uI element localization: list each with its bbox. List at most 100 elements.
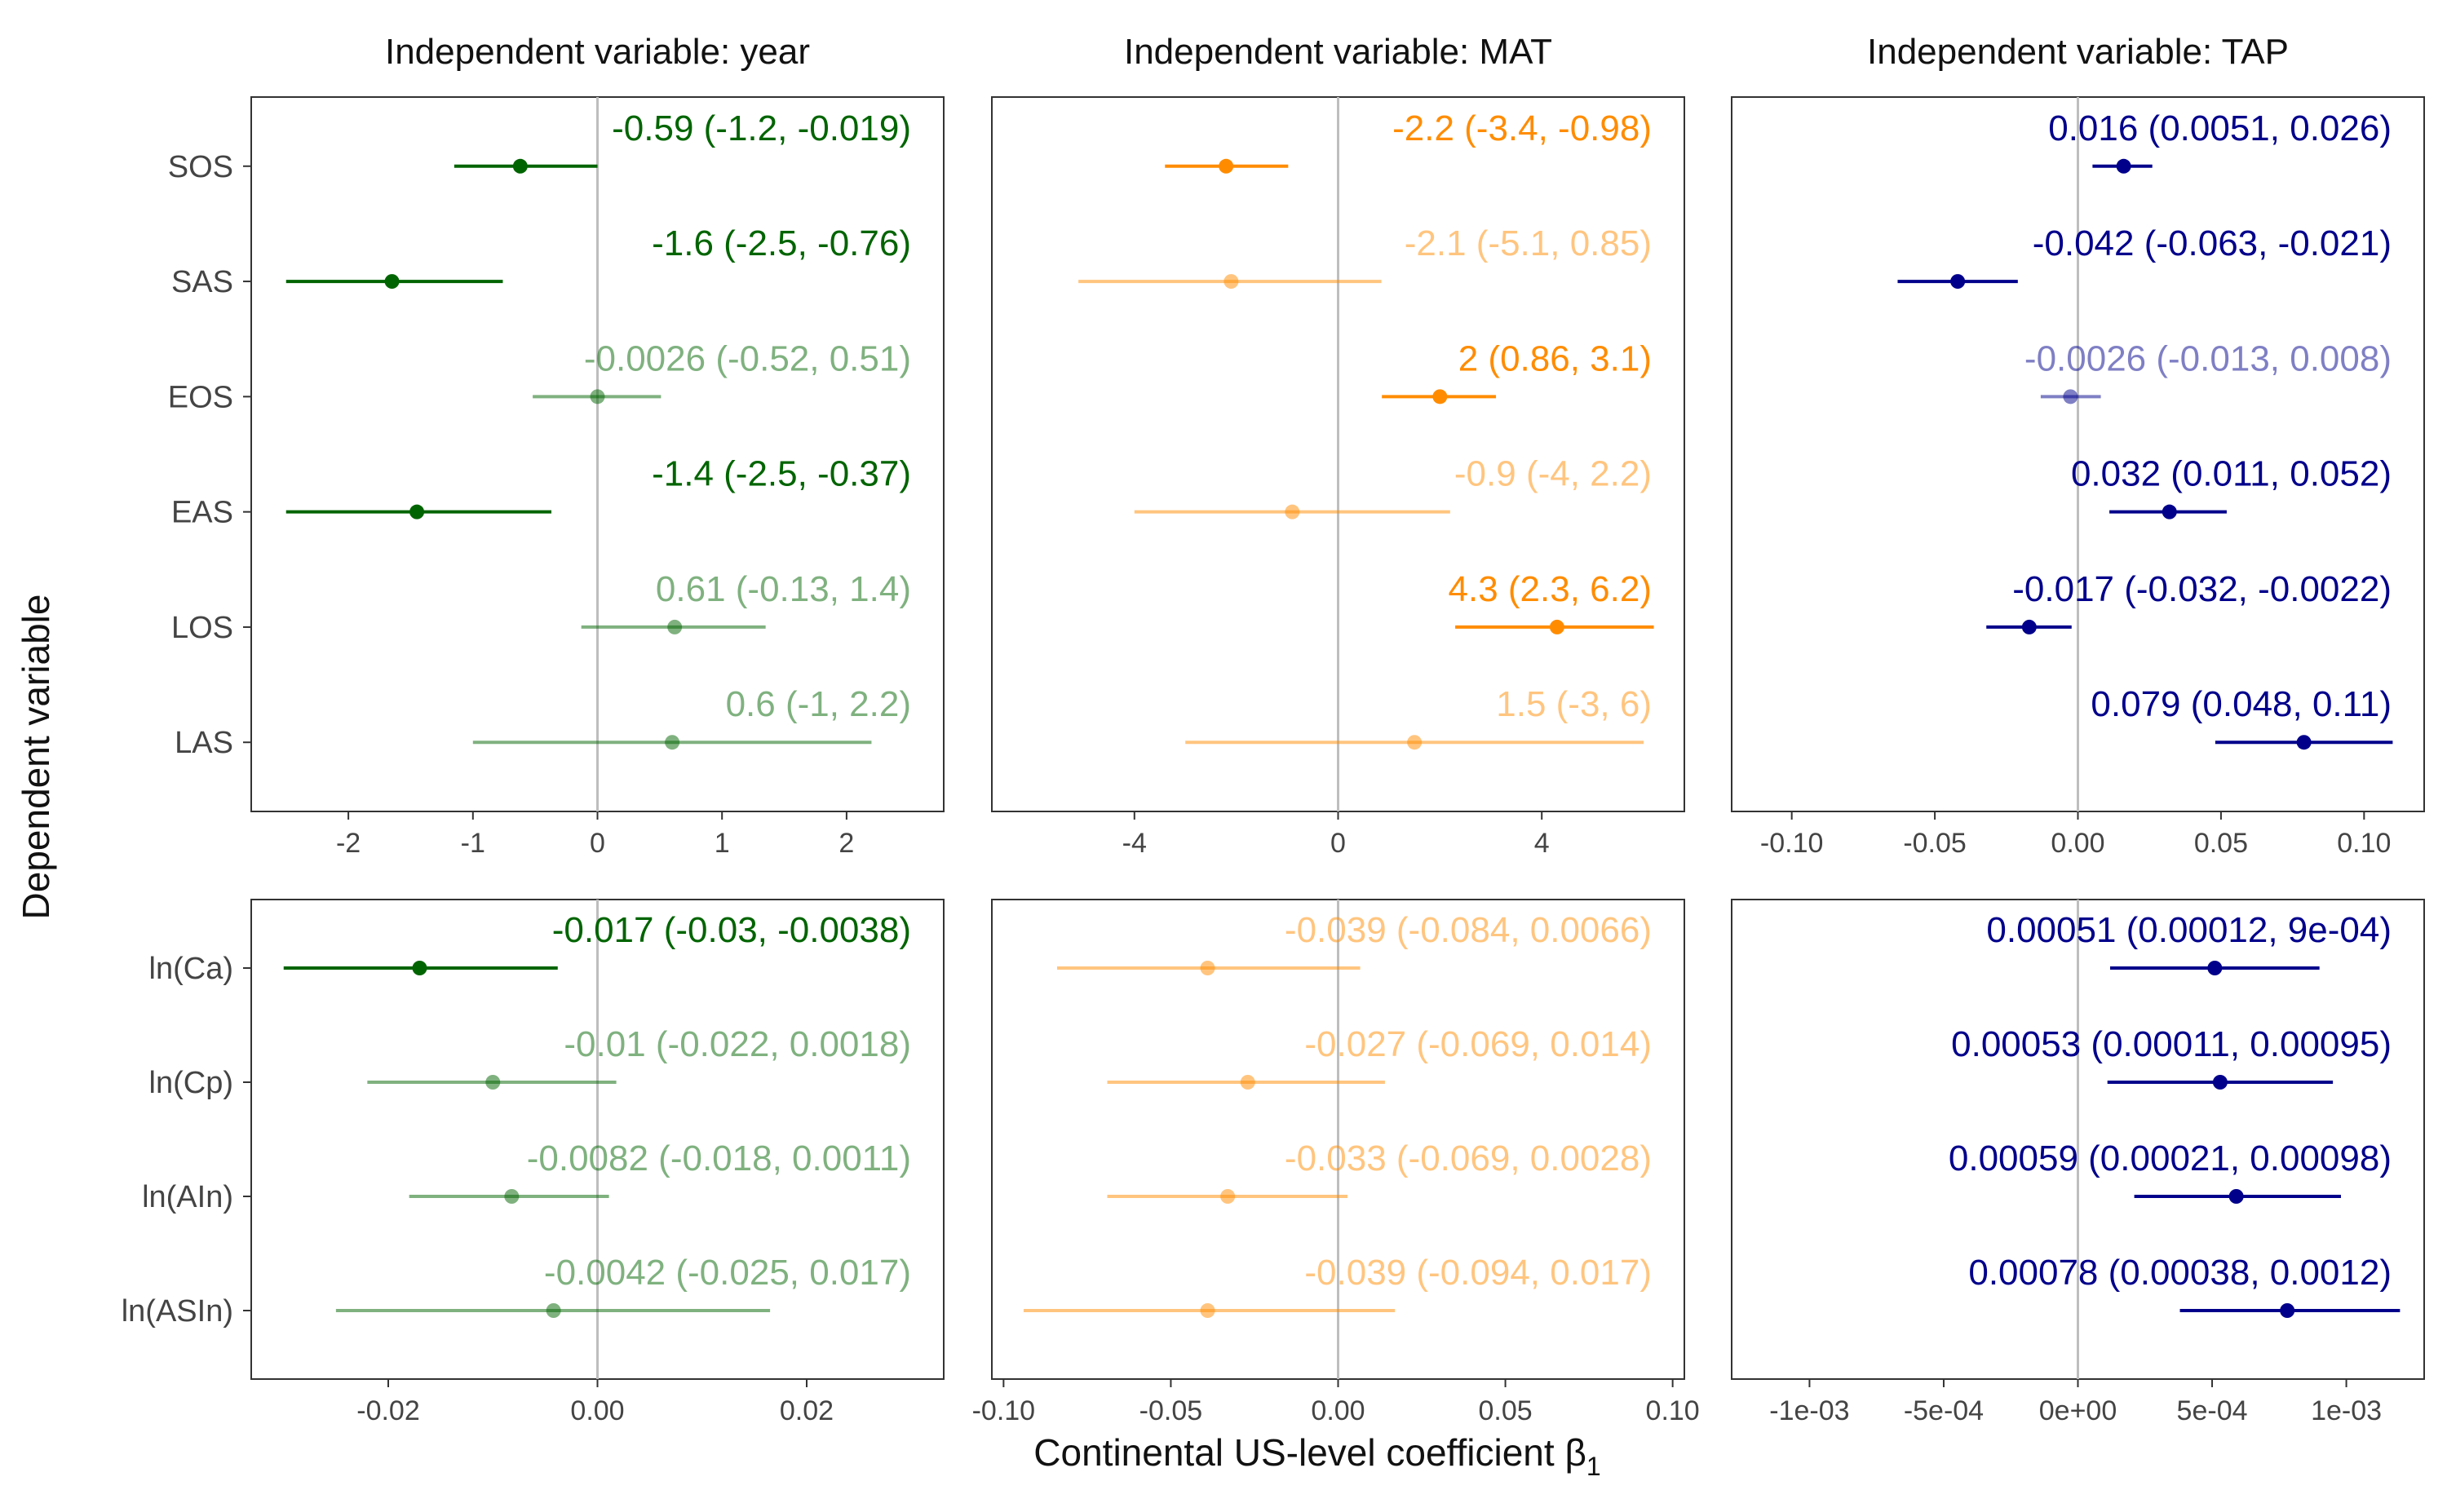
estimate-label: 1.5 (-3, 6) [1496,684,1652,724]
x-tick-label: 0 [590,828,605,859]
panel-title: Independent variable: MAT [1124,32,1552,72]
estimate-point [665,735,680,750]
estimate-label: 0.016 (0.0051, 0.026) [2048,108,2392,148]
estimate-label: -2.2 (-3.4, -0.98) [1392,108,1652,148]
estimate-point [1220,1189,1236,1204]
estimate-point [2021,619,2037,634]
x-tick-label: -1e-03 [1769,1395,1849,1426]
estimate-point [1240,1075,1255,1090]
row-label: ln(Cp) [149,1066,233,1100]
estimate-point [546,1303,561,1318]
row-label: LAS [175,726,233,760]
estimate-point [2207,961,2223,975]
row-label: ln(AIn) [142,1180,233,1214]
x-tick-label: 0 [1330,828,1346,859]
estimate-label: -0.039 (-0.094, 0.017) [1304,1253,1652,1293]
x-tick-label: 0.10 [2337,828,2391,859]
estimate-label: 0.00059 (0.00021, 0.00098) [1949,1138,2392,1178]
panel-5: -0.10 -0.05 0.00 0.05 0.10 -0.039 (-0.084, 0.… [972,899,1700,1426]
x-tick-label: -4 [1122,828,1147,859]
estimate-point [1432,389,1448,405]
x-tick-label: 0.10 [1646,1395,1700,1426]
estimate-point [1285,504,1300,519]
row-label: LOS [171,611,233,645]
row-label: ln(ASIn) [122,1294,233,1329]
estimate-label: 0.61 (-0.13, 1.4) [656,569,911,609]
estimate-point [412,961,427,975]
panel-4: -0.02 0.00 0.02 ln(Ca) -0.017 (-0.03, -0.003… [122,899,945,1426]
estimate-label: 0.00053 (0.00011, 0.00095) [1951,1024,2392,1064]
estimate-label: 0.00078 (0.00038, 0.0012) [1968,1253,2392,1293]
estimate-label: -0.0026 (-0.52, 0.51) [584,338,911,378]
x-tick-label: -1 [461,828,485,859]
estimate-label: 4.3 (2.3, 6.2) [1449,569,1652,609]
estimate-label: -1.6 (-2.5, -0.76) [652,223,911,263]
x-tick-label: -0.05 [1139,1395,1203,1426]
x-tick-label: -0.10 [1760,828,1824,859]
estimate-point [1200,961,1215,975]
x-tick-label: -0.05 [1903,828,1967,859]
estimate-label: 2 (0.86, 3.1) [1458,338,1652,378]
estimate-point [590,389,605,405]
estimate-point [512,158,528,174]
x-axis-title-subscript: 1 [1586,1452,1601,1481]
panel-title: Independent variable: year [385,32,810,72]
y-axis-title: Dependent variable [15,595,57,920]
estimate-label: 0.079 (0.048, 0.11) [2091,684,2392,724]
estimate-point [1219,158,1234,174]
estimate-point [667,619,683,634]
panel-3: Independent variable: TAP -0.10 -0.05 0.00 0… [1731,32,2425,859]
estimate-point [1224,274,1239,290]
row-label: EOS [168,380,233,414]
estimate-point [2296,735,2312,750]
estimate-label: -0.033 (-0.069, 0.0028) [1285,1138,1652,1178]
estimate-point [1549,619,1564,634]
x-tick-label: 0.02 [780,1395,834,1426]
x-tick-label: 0.00 [1311,1395,1365,1426]
row-label: EAS [171,496,233,530]
x-tick-label: -2 [336,828,361,859]
estimate-label: -0.027 (-0.069, 0.014) [1304,1024,1652,1064]
row-label: ln(Ca) [149,952,233,986]
estimate-point [2063,389,2078,405]
estimate-label: -0.01 (-0.022, 0.0018) [564,1024,911,1064]
x-axis-title: Continental US-level coefficient β1 [1033,1431,1600,1481]
estimate-label: -0.9 (-4, 2.2) [1454,454,1652,494]
panel-6: -1e-03 -5e-04 0e+00 5e-04 1e-03 0.00051 (0.00… [1731,899,2425,1426]
x-tick-label: 0e+00 [2039,1395,2117,1426]
x-tick-label: 0.05 [1478,1395,1532,1426]
x-tick-label: 1 [715,828,730,859]
estimate-point [485,1075,501,1090]
estimate-point [1200,1303,1215,1318]
x-axis-title-main: Continental US-level coefficient β [1033,1431,1586,1474]
estimate-label: -0.039 (-0.084, 0.0066) [1285,910,1652,950]
panel-2: Independent variable: MAT -4 0 4 -2.2 (-3.4,… [991,32,1685,859]
estimate-label: -1.4 (-2.5, -0.37) [652,454,911,494]
estimate-point [2212,1075,2228,1090]
estimate-label: -2.1 (-5.1, 0.85) [1405,223,1652,263]
estimate-label: -0.017 (-0.032, -0.0022) [2012,569,2392,609]
estimate-point [384,274,400,290]
panels-group: Independent variable: year -2 -1 0 1 2 SOS -0.5… [122,32,2425,1426]
x-tick-label: -0.02 [356,1395,420,1426]
estimate-label: 0.032 (0.011, 0.052) [2071,454,2392,494]
row-label: SAS [171,265,233,299]
estimate-point [1407,735,1423,750]
estimate-label: -0.0026 (-0.013, 0.008) [2024,338,2392,378]
x-tick-label: 0.05 [2194,828,2248,859]
estimate-label: 0.00051 (0.00012, 9e-04) [1986,910,2392,950]
x-tick-label: 4 [1534,828,1550,859]
x-tick-label: 2 [839,828,854,859]
estimate-label: -0.017 (-0.03, -0.0038) [552,910,911,950]
panel-1: Independent variable: year -2 -1 0 1 2 SOS -0.5… [168,32,945,859]
estimate-point [1950,274,1966,290]
estimate-label: -0.0042 (-0.025, 0.017) [544,1253,911,1293]
x-tick-label: 5e-04 [2177,1395,2248,1426]
estimate-label: -0.0082 (-0.018, 0.0011) [527,1138,911,1178]
x-tick-label: 0.00 [570,1395,624,1426]
estimate-point [2280,1303,2295,1318]
estimate-label: -0.042 (-0.063, -0.021) [2033,223,2392,263]
x-tick-label: 0.00 [2051,828,2104,859]
estimate-point [2228,1189,2244,1204]
